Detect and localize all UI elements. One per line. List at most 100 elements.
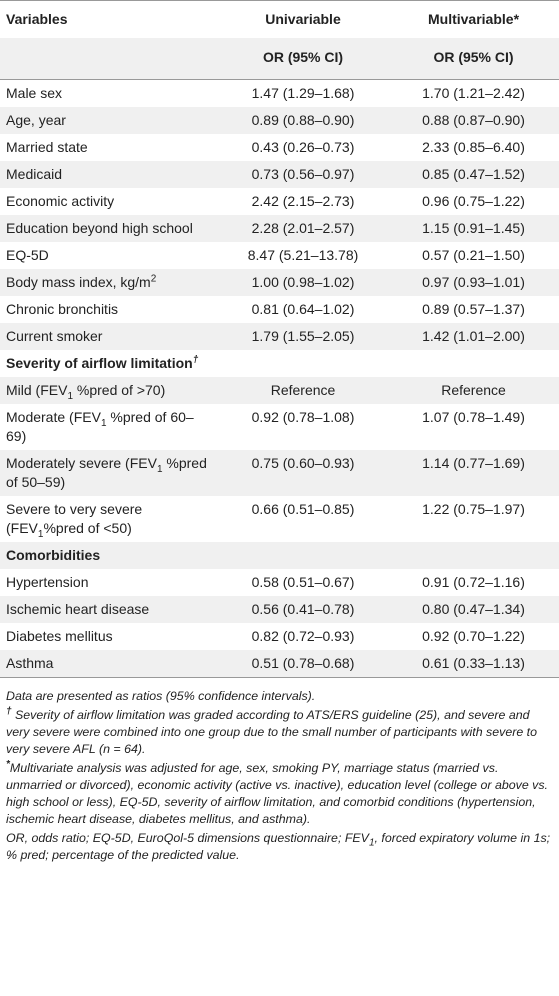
multivariable-value: 0.61 (0.33–1.13): [388, 650, 559, 678]
subscript: 1: [368, 837, 375, 849]
multivariable-value: 1.07 (0.78–1.49): [422, 409, 525, 425]
results-table-page: Variables Univariable Multivariable* OR …: [0, 0, 559, 864]
multivariable-value: 0.89 (0.57–1.37): [422, 301, 525, 317]
multivariable-value: 1.15 (0.91–1.45): [388, 215, 559, 242]
footnote-mark: *: [6, 758, 10, 770]
row-label: Chronic bronchitis: [6, 301, 119, 317]
univariable-value: 0.43 (0.26–0.73): [251, 139, 355, 155]
row-label: Moderate (FEV1 %pred of 60–69): [0, 404, 218, 450]
empty-cell: [388, 542, 559, 569]
table-row: Married state 0.43 (0.26–0.73) 2.33 (0.8…: [0, 134, 559, 161]
table-row: Body mass index, kg/m2 1.00 (0.98–1.02) …: [0, 269, 559, 296]
multivariable-value: 1.70 (1.21–2.42): [422, 85, 525, 101]
table-row: Moderately severe (FEV1 %pred of 50–59) …: [0, 450, 559, 496]
table-row: Medicaid 0.73 (0.56–0.97) 0.85 (0.47–1.5…: [0, 161, 559, 188]
header-univariable: Univariable: [265, 11, 341, 27]
section-heading-comorbidities: Comorbidities: [0, 542, 218, 569]
multivariable-value: 0.88 (0.87–0.90): [388, 107, 559, 134]
multivariable-value: 0.91 (0.72–1.16): [422, 574, 525, 590]
univariable-value: 0.51 (0.78–0.68): [218, 650, 388, 678]
univariable-value: Reference: [218, 377, 388, 404]
row-label-text: Body mass index, kg/m: [6, 274, 151, 290]
row-label: Moderately severe (FEV1 %pred of 50–59): [0, 450, 218, 496]
empty-cell: [218, 542, 388, 569]
univariable-value: 0.81 (0.64–1.02): [251, 301, 355, 317]
row-label-text: %pred of 60–69): [6, 409, 194, 444]
table-row: Ischemic heart disease 0.56 (0.41–0.78) …: [0, 596, 559, 623]
multivariable-value: Reference: [388, 377, 559, 404]
table-row: Asthma 0.51 (0.78–0.68) 0.61 (0.33–1.13): [0, 650, 559, 678]
multivariable-value: 0.97 (0.93–1.01): [388, 269, 559, 296]
row-label-text: Severe to very severe (FEV: [6, 501, 143, 536]
row-label-text: %pred of 50–59): [6, 455, 207, 490]
table-row: Moderate (FEV1 %pred of 60–69) 0.92 (0.7…: [0, 404, 559, 450]
univariable-value: 0.75 (0.60–0.93): [218, 450, 388, 496]
row-label: Current smoker: [0, 323, 218, 350]
univariable-value: 0.66 (0.51–0.85): [251, 501, 355, 517]
univariable-value: 0.82 (0.72–0.93): [251, 628, 355, 644]
row-label: Hypertension: [6, 574, 89, 590]
table-row: Diabetes mellitus 0.82 (0.72–0.93) 0.92 …: [0, 623, 559, 650]
row-label: Body mass index, kg/m2: [0, 269, 218, 296]
table-row: Current smoker 1.79 (1.55–2.05) 1.42 (1.…: [0, 323, 559, 350]
univariable-value: 0.58 (0.51–0.67): [251, 574, 355, 590]
footnote-text: , forced expiratory volume in 1s; % pred…: [6, 831, 551, 862]
subheader-empty: [0, 38, 218, 80]
table-row: Mild (FEV1 %pred of >70) Reference Refer…: [0, 377, 559, 404]
row-label: Economic activity: [6, 193, 115, 209]
row-label: Severe to very severe (FEV1%pred of <50): [0, 496, 218, 542]
univariable-value: 0.56 (0.41–0.78): [218, 596, 388, 623]
table-row: Economic activity 2.42 (2.15–2.73) 0.96 …: [0, 188, 559, 215]
subscript: 1: [156, 463, 163, 475]
footnote-mark: †: [6, 705, 12, 717]
multivariable-value: 0.80 (0.47–1.34): [388, 596, 559, 623]
row-label: Age, year: [0, 107, 218, 134]
univariable-value: 0.92 (0.78–1.08): [251, 409, 355, 425]
multivariable-value: 2.33 (0.85–6.40): [422, 139, 525, 155]
multivariable-value: 1.42 (1.01–2.00): [388, 323, 559, 350]
univariable-value: 1.00 (0.98–1.02): [218, 269, 388, 296]
footnote-data-presentation: Data are presented as ratios (95% confid…: [6, 689, 316, 703]
table-row: Education beyond high school 2.28 (2.01–…: [0, 215, 559, 242]
row-label: Education beyond high school: [0, 215, 218, 242]
odds-ratio-table: Variables Univariable Multivariable* OR …: [0, 0, 559, 678]
row-label: Asthma: [0, 650, 218, 678]
row-label: Ischemic heart disease: [0, 596, 218, 623]
table-footnotes: Data are presented as ratios (95% confid…: [0, 678, 559, 864]
subscript: 1: [100, 417, 107, 429]
footnote-mark: †: [192, 354, 199, 366]
row-label-text: Moderate (FEV: [6, 409, 101, 425]
univariable-value: 2.28 (2.01–2.57): [218, 215, 388, 242]
subheader-or-univariable: OR (95% CI): [218, 38, 388, 80]
table-row: Male sex 1.47 (1.29–1.68) 1.70 (1.21–2.4…: [0, 80, 559, 108]
section-heading-severity: Severity of airflow limitation†: [0, 350, 218, 377]
multivariable-value: 0.85 (0.47–1.52): [388, 161, 559, 188]
header-variables: Variables: [6, 11, 68, 27]
row-label: EQ-5D: [6, 247, 49, 263]
multivariable-value: 0.96 (0.75–1.22): [422, 193, 525, 209]
section-heading-row: Severity of airflow limitation†: [0, 350, 559, 377]
univariable-value: 2.42 (2.15–2.73): [251, 193, 355, 209]
subscript: 1: [67, 390, 74, 402]
footnote-text: Multivariate analysis was adjusted for a…: [6, 761, 548, 826]
row-label-text: %pred of >70): [73, 382, 166, 398]
superscript: 2: [150, 273, 157, 285]
multivariable-value: 1.14 (0.77–1.69): [388, 450, 559, 496]
row-label-text: %pred of <50): [43, 520, 132, 536]
univariable-value: 0.73 (0.56–0.97): [218, 161, 388, 188]
table-row: Hypertension 0.58 (0.51–0.67) 0.91 (0.72…: [0, 569, 559, 596]
footnote-text: OR, odds ratio; EQ-5D, EuroQol-5 dimensi…: [6, 831, 369, 845]
section-heading-row: Comorbidities: [0, 542, 559, 569]
footnote-abbreviations: OR, odds ratio; EQ-5D, EuroQol-5 dimensi…: [6, 830, 553, 864]
table-row: Severe to very severe (FEV1%pred of <50)…: [0, 496, 559, 542]
row-label: Diabetes mellitus: [6, 628, 113, 644]
footnote-severity: † Severity of airflow limitation was gra…: [6, 705, 553, 758]
table-row: EQ-5D 8.47 (5.21–13.78) 0.57 (0.21–1.50): [0, 242, 559, 269]
row-label-text: Mild (FEV: [6, 382, 68, 398]
row-label: Male sex: [6, 85, 63, 101]
multivariable-value: 0.57 (0.21–1.50): [422, 247, 525, 263]
empty-cell: [218, 350, 388, 377]
header-multivariable: Multivariable*: [427, 11, 520, 27]
subheader-or-multivariable: OR (95% CI): [388, 38, 559, 80]
univariable-value: 0.89 (0.88–0.90): [218, 107, 388, 134]
